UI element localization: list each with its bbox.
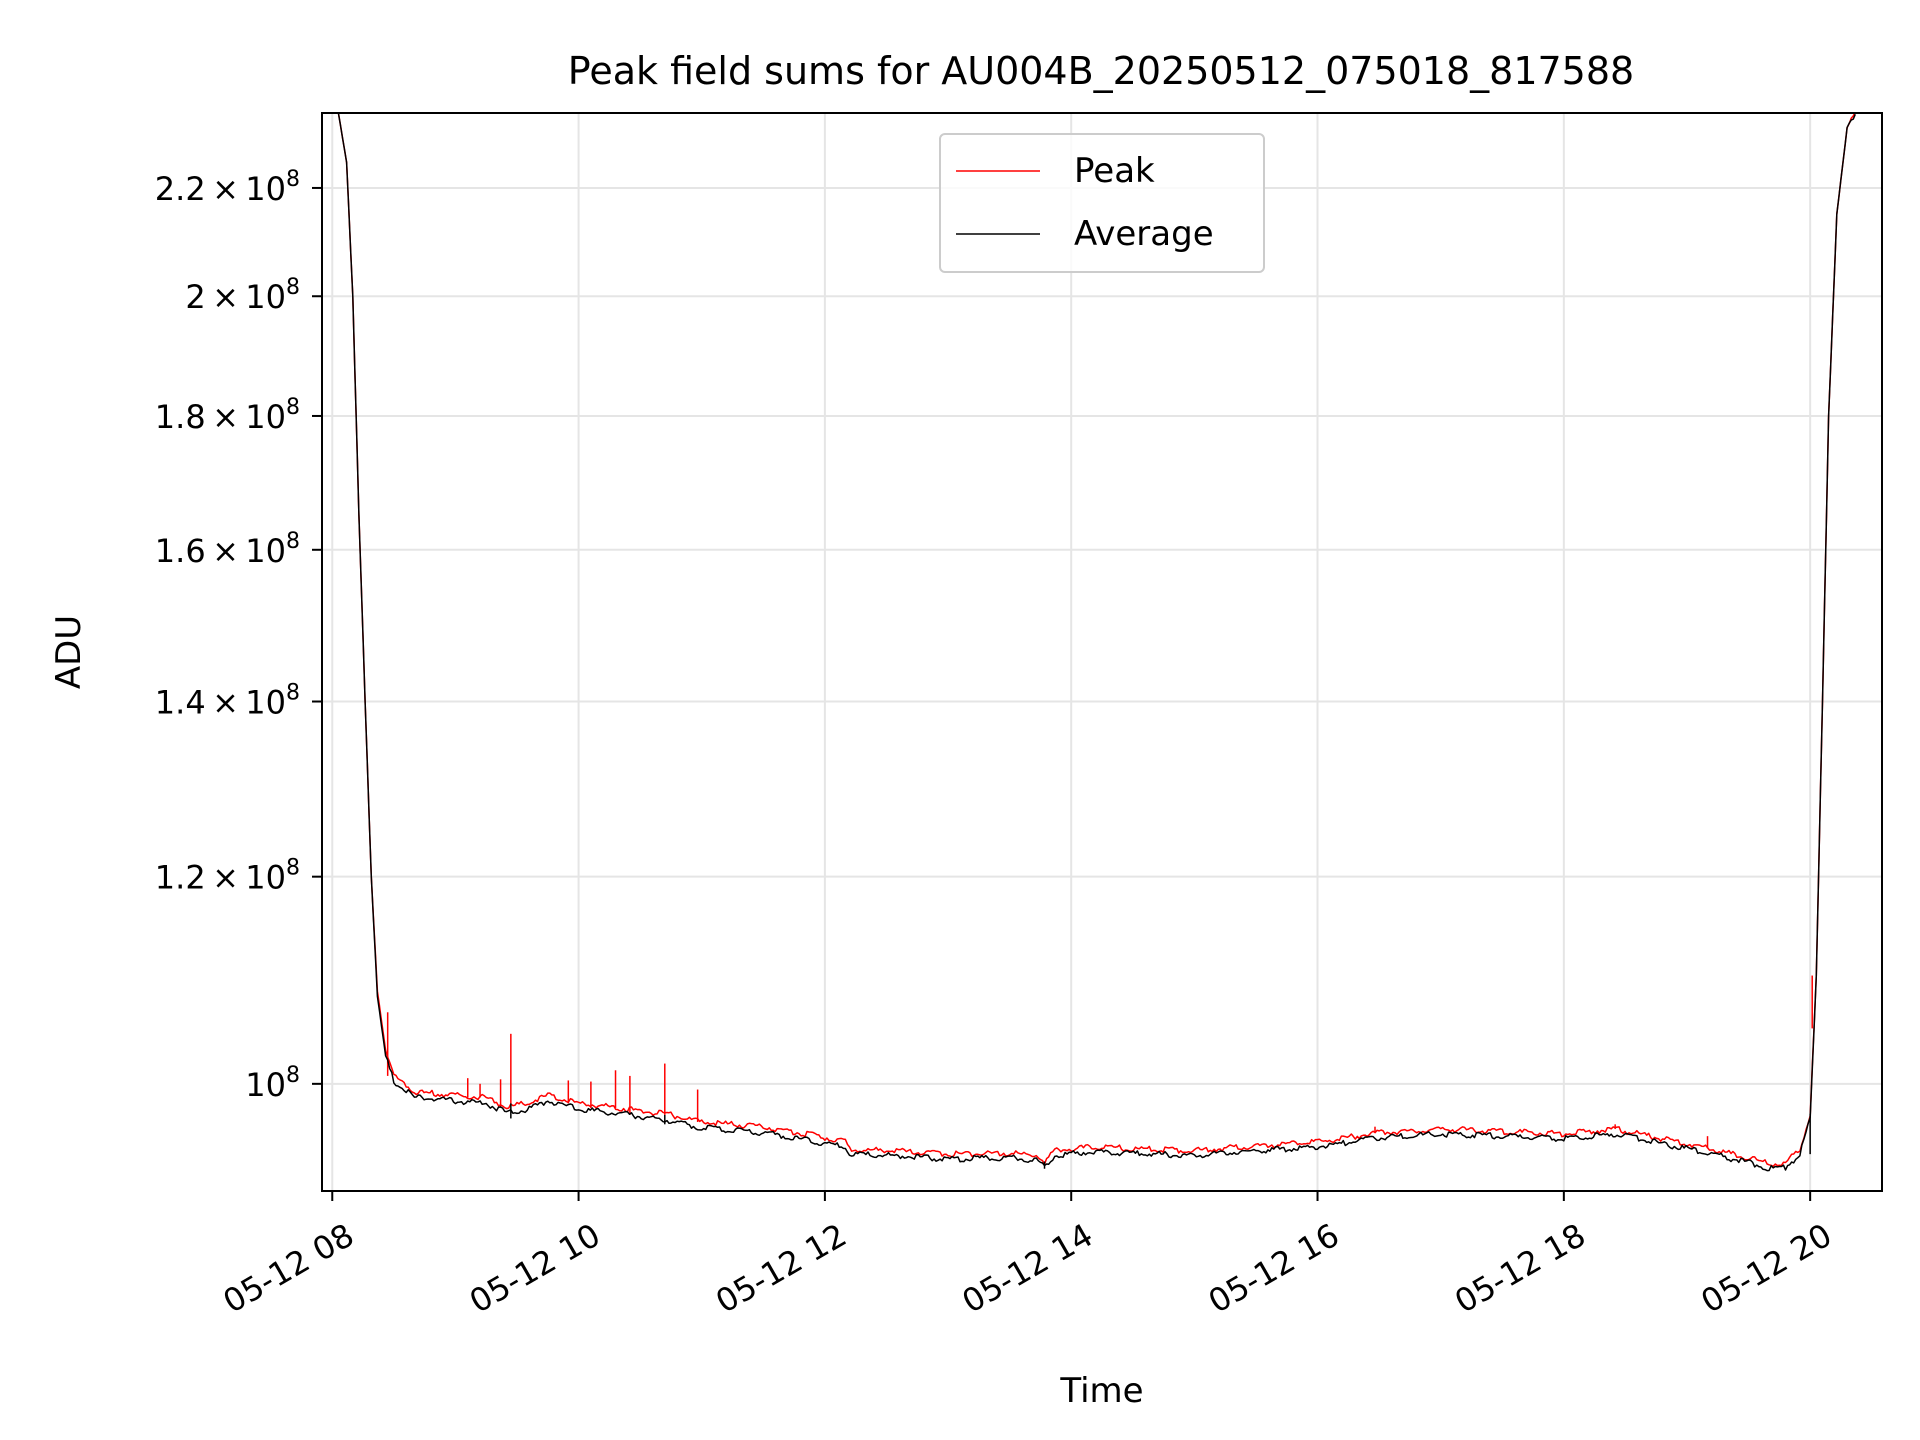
chart-title: Peak field sums for AU004B_20250512_0750…	[568, 49, 1634, 93]
y-tick-label: 1.8 × 108	[155, 395, 300, 436]
plot-area-frame	[321, 112, 1883, 1192]
y-axis-label: ADU	[49, 615, 89, 689]
series-group	[337, 113, 1856, 1172]
series-layer	[337, 113, 1856, 1172]
y-tick-label: 2 × 108	[185, 275, 300, 316]
legend-box	[939, 133, 1265, 273]
legend-label-peak: Peak	[1074, 151, 1155, 191]
series-line-average	[337, 113, 1856, 1172]
y-tick-label: 1.2 × 108	[155, 856, 300, 897]
legend: Peak Average	[939, 133, 1265, 273]
y-tick-label: 1.6 × 108	[155, 529, 300, 570]
y-tick-label: 2.2 × 108	[155, 167, 300, 208]
y-tick-label: 1.4 × 108	[155, 681, 300, 722]
x-axis-label: Time	[1059, 1371, 1143, 1411]
series-line-peak	[337, 113, 1856, 1168]
legend-label-average: Average	[1074, 214, 1214, 254]
